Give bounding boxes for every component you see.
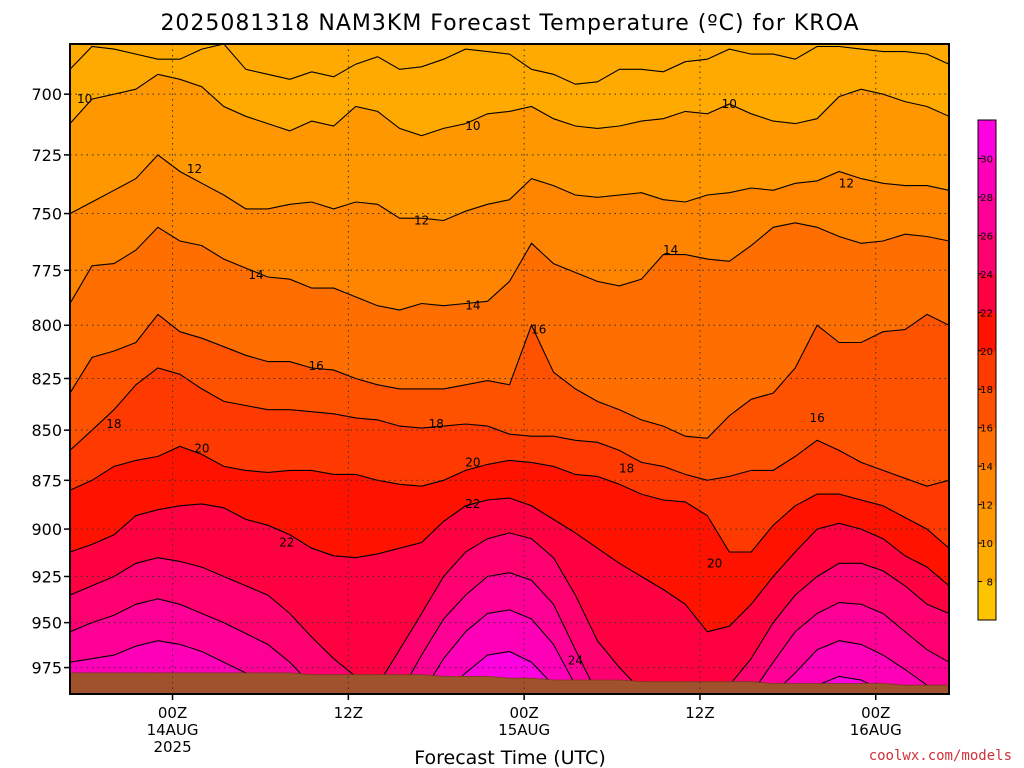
colorbar-label: 22 xyxy=(980,308,993,319)
y-tick-label: 800 xyxy=(31,316,62,335)
colorbar-band xyxy=(978,389,996,429)
colorbar-band xyxy=(978,273,996,313)
colorbar-label: 26 xyxy=(980,231,993,242)
colorbar-band xyxy=(978,312,996,352)
colorbar-label: 16 xyxy=(980,424,993,435)
isotherm-14 xyxy=(70,222,949,311)
contour-label: 16 xyxy=(531,323,546,337)
y-tick-label: 750 xyxy=(31,205,62,224)
contour-label: 20 xyxy=(465,455,480,469)
contour-label: 24 xyxy=(568,653,583,667)
colorbar-band xyxy=(978,235,996,275)
x-tick-label: 00Z xyxy=(861,704,890,722)
colorbar-label: 24 xyxy=(980,270,993,281)
contour-label: 12 xyxy=(187,162,202,176)
contour-label: 14 xyxy=(465,299,480,313)
isotherm-28 xyxy=(70,609,949,694)
y-tick-label: 825 xyxy=(31,369,62,388)
y-tick-label: 850 xyxy=(31,421,62,440)
plot-frame xyxy=(69,43,950,695)
x-tick-label: 00Z xyxy=(158,704,187,722)
temperature-fill xyxy=(70,44,949,694)
colorbar-band xyxy=(978,196,996,236)
colorbar-label: 8 xyxy=(987,578,993,589)
isotherm-18 xyxy=(70,367,949,487)
y-tick-label: 775 xyxy=(31,261,62,280)
isotherm-26 xyxy=(70,572,949,694)
y-tick-label: 900 xyxy=(31,520,62,539)
ground-layer xyxy=(70,672,949,694)
colorbar-label: 10 xyxy=(980,539,993,550)
colorbar-band xyxy=(978,466,996,506)
contour-label: 18 xyxy=(429,417,444,431)
colorbar-band xyxy=(978,350,996,390)
contour-label: 10 xyxy=(77,92,92,106)
contour-label: 10 xyxy=(465,119,480,133)
x-tick-label: 00Z xyxy=(509,704,538,722)
isotherm-20 xyxy=(70,445,949,553)
colorbar-label: 28 xyxy=(980,193,993,204)
contour-label: 16 xyxy=(810,411,825,425)
colorbar-band xyxy=(978,427,996,467)
isotherm-16 xyxy=(70,313,949,439)
x-tick-label: 15AUG xyxy=(498,721,550,739)
y-tick-label: 700 xyxy=(31,85,62,104)
x-tick-label: 16AUG xyxy=(850,721,902,739)
chart-title: 2025081318 NAM3KM Forecast Temperature (… xyxy=(160,11,859,36)
contour-label: 10 xyxy=(722,97,737,111)
contour-labels: 10 10 10 12 12 12 14 14 14 16 16 16 18 18 18 20 20 20 22 22… xyxy=(77,92,854,667)
y-tick-label: 725 xyxy=(31,146,62,165)
colorbar-band xyxy=(978,158,996,198)
isotherm-24 xyxy=(70,532,949,692)
contour-label: 14 xyxy=(663,243,678,257)
colorbar-label: 30 xyxy=(980,154,993,165)
isotherm-10 xyxy=(70,73,949,137)
colorbar-label: 18 xyxy=(980,385,993,396)
band-above-30 xyxy=(70,651,949,694)
y-tick-label: 950 xyxy=(31,614,62,633)
ground-surface xyxy=(70,672,949,694)
contour-label: 14 xyxy=(248,268,263,282)
colorbar-legend: 8 10 12 14 16 18 20 22 24 26 28 30 xyxy=(977,119,997,621)
contour-label: 18 xyxy=(619,461,634,475)
contour-label: 22 xyxy=(279,535,294,549)
colorbar-band xyxy=(978,504,996,544)
colorbar-label: 12 xyxy=(980,501,993,512)
isotherm-8 xyxy=(70,44,949,85)
colorbar-band xyxy=(978,120,996,159)
isotherm-22 xyxy=(70,497,949,633)
colorbar-frame xyxy=(977,119,997,621)
x-axis-label: Forecast Time (UTC) xyxy=(414,747,605,768)
y-tick-label: 925 xyxy=(31,567,62,586)
contour-label: 22 xyxy=(465,497,480,511)
colorbar-band xyxy=(978,581,996,621)
colorbar-label: 14 xyxy=(980,462,993,473)
isotherm-12 xyxy=(70,154,949,222)
contour-label: 12 xyxy=(414,213,429,227)
grid-lines xyxy=(70,44,949,694)
credit-text: coolwx.com/models xyxy=(869,748,1012,764)
y-tick-label: 975 xyxy=(31,659,62,678)
y-tick-label: 875 xyxy=(31,471,62,490)
contour-label: 20 xyxy=(194,441,209,455)
colorbar-band xyxy=(978,543,996,583)
x-tick-label: 2025 xyxy=(153,738,191,756)
x-tick-label: 12Z xyxy=(685,704,714,722)
contour-label: 12 xyxy=(839,176,854,190)
x-tick-label: 14AUG xyxy=(147,721,199,739)
x-tick-label: 12Z xyxy=(334,704,363,722)
y-axis: 700 725 750 775 800 825 850 875 900 925 950 975 xyxy=(31,85,70,678)
colorbar-label: 20 xyxy=(980,347,993,358)
contour-label: 20 xyxy=(707,556,722,570)
contour-label: 18 xyxy=(106,417,121,431)
contour-label: 16 xyxy=(308,359,323,373)
